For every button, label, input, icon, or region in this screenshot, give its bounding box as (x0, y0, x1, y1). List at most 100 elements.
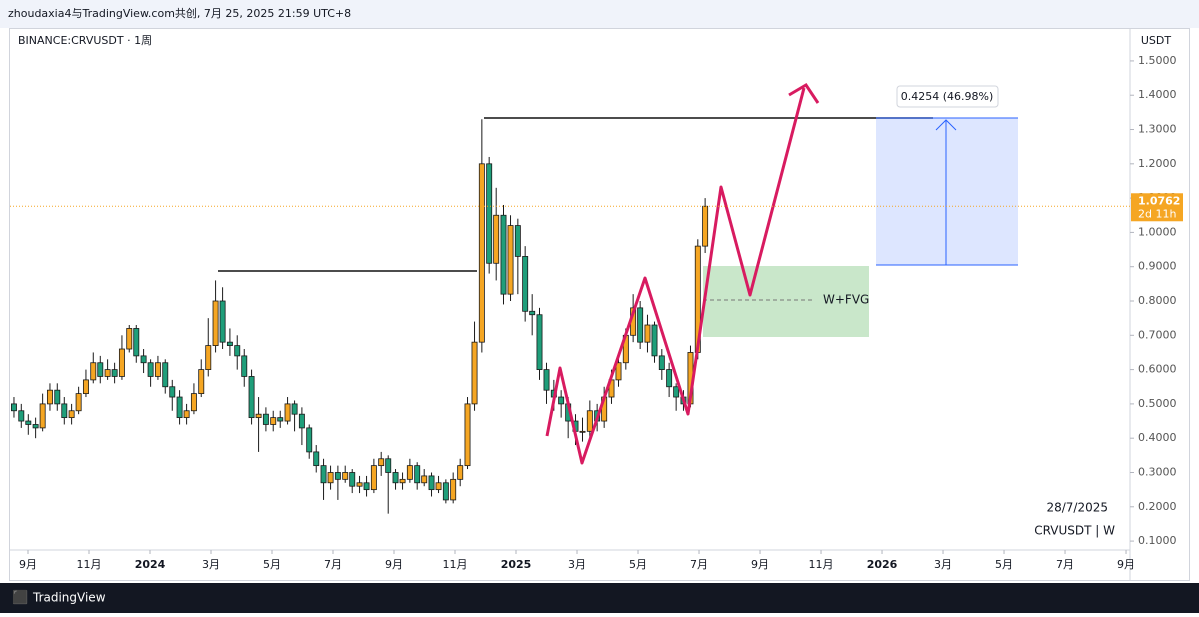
candle-body (97, 362, 104, 377)
x-tick-label: 9月 (19, 558, 37, 571)
last-price-label: 1.0762 (1138, 194, 1180, 207)
footer-bar (0, 583, 1199, 613)
y-tick-label: 0.3000 (1138, 465, 1177, 478)
y-tick-label: 0.6000 (1138, 363, 1177, 376)
candle-body (320, 465, 327, 484)
x-tick-label: 9月 (385, 558, 403, 571)
x-tick-label: 2025 (501, 558, 532, 571)
candle-body (363, 482, 370, 491)
x-tick-label: 7月 (1056, 558, 1074, 571)
y-tick-label: 0.7000 (1138, 328, 1177, 341)
candle-body (234, 345, 241, 357)
x-tick-label: 11月 (76, 558, 101, 571)
candle-body (327, 472, 334, 484)
x-tick-label: 11月 (809, 558, 834, 571)
candle-body (25, 420, 32, 425)
interval-label: CRVUSDT | W (1034, 524, 1115, 538)
y-tick-label: 0.8000 (1138, 294, 1177, 307)
currency-label: USDT (1141, 34, 1172, 47)
candle-body (414, 465, 421, 484)
y-tick-label: 1.0000 (1138, 225, 1177, 238)
countdown-label: 2d 11h (1138, 207, 1176, 220)
candle-body (651, 324, 658, 357)
y-tick-label: 1.3000 (1138, 123, 1177, 136)
candle-body (442, 482, 449, 501)
y-tick-label: 0.9000 (1138, 260, 1177, 273)
candle-body (126, 328, 133, 350)
candle-body (291, 403, 298, 415)
x-tick-label: 2024 (135, 558, 166, 571)
x-tick-label: 9月 (1117, 558, 1135, 571)
candle-body (46, 389, 53, 405)
candle-body (104, 369, 111, 377)
candle-body (176, 396, 183, 419)
candle-body (435, 482, 442, 491)
candle-body (162, 362, 169, 388)
last-price-box (1131, 193, 1183, 222)
candle-body (205, 345, 212, 370)
candle-body (118, 348, 125, 377)
symbol-label: BINANCE:CRVUSDT · 1周 (18, 34, 152, 47)
candle-body (457, 465, 464, 480)
measure-label: 0.4254 (46.98%) (901, 90, 994, 103)
x-tick-label: 11月 (443, 558, 468, 571)
candle-body (342, 472, 349, 480)
candle-body (514, 225, 521, 257)
y-tick-label: 0.2000 (1138, 500, 1177, 513)
candle-body (586, 410, 593, 432)
fvg-box (703, 266, 869, 337)
candle-body (270, 417, 277, 425)
x-tick-label: 2026 (867, 558, 898, 571)
candle-body (147, 362, 154, 377)
candle-body (522, 256, 529, 312)
candle-body (399, 478, 406, 484)
candle-body (262, 413, 269, 425)
candle-body (32, 424, 39, 429)
candle-body (543, 369, 550, 391)
candle-body (306, 427, 313, 453)
candle-body (702, 205, 709, 247)
y-tick-label: 1.2000 (1138, 157, 1177, 170)
candle-body (558, 396, 565, 405)
candle-body (75, 393, 82, 412)
candle-body (385, 458, 392, 473)
candle-body (39, 403, 46, 429)
candle-body (658, 355, 665, 370)
candle-body (666, 369, 673, 388)
candle-body (219, 300, 226, 343)
y-tick-label: 0.4000 (1138, 431, 1177, 444)
y-tick-label: 1.4000 (1138, 88, 1177, 101)
candle-body (450, 478, 457, 501)
candle-body (493, 214, 500, 264)
candle-body (313, 451, 320, 467)
x-tick-label: 5月 (263, 558, 281, 571)
candle-body (11, 403, 17, 412)
candle-body (90, 362, 97, 381)
measure-label-box (896, 85, 999, 108)
candle-body (198, 369, 205, 395)
candle-body (378, 458, 385, 467)
candle-body (334, 472, 341, 480)
candle-body (212, 300, 219, 346)
candle-body (190, 393, 197, 412)
candle-body (478, 163, 485, 343)
candle-body (154, 362, 161, 377)
candle-body (392, 472, 399, 484)
candle-body (18, 410, 25, 422)
candle-body (284, 403, 291, 422)
date-label: 28/7/2025 (1046, 501, 1108, 515)
candle-body (536, 314, 543, 370)
candle-body (248, 376, 255, 419)
x-tick-label: 5月 (629, 558, 647, 571)
candle-body (500, 214, 507, 295)
target-box (876, 118, 1018, 265)
target-arrow-head (935, 119, 957, 131)
candle-body (370, 465, 377, 491)
candle-body (615, 362, 622, 381)
candle-body (406, 465, 413, 480)
candle-body (644, 324, 651, 343)
y-tick-label: 0.5000 (1138, 397, 1177, 410)
candle-body (54, 389, 61, 405)
